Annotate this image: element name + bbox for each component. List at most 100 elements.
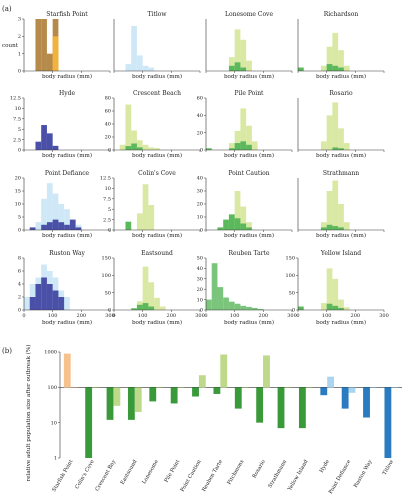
histogram-bar: [332, 32, 339, 71]
panel-title: Point Caution: [228, 170, 269, 177]
x-tick-label: 100: [322, 313, 332, 319]
y-tick-label: 0: [200, 228, 203, 234]
panel-title: Crescent Beach: [133, 90, 181, 97]
y-tick-label: 5: [18, 215, 21, 221]
histogram-bar: [326, 64, 333, 71]
histogram-bar: [234, 130, 241, 150]
histogram-bar: [52, 145, 59, 150]
histogram-bar: [125, 104, 132, 150]
population-bar: [391, 387, 399, 388]
histogram-bar: [52, 219, 59, 230]
population-bar: [277, 387, 285, 429]
category-label: Lonesome: [141, 459, 160, 485]
x-axis-label: body radius (mm): [132, 152, 182, 159]
histogram-bar: [136, 55, 143, 71]
histogram-bar: [148, 147, 155, 150]
y-tick-label: 1000: [44, 350, 57, 356]
population-bar: [305, 387, 313, 388]
y-tick-label: 0: [108, 148, 111, 154]
histogram-bar: [35, 284, 42, 310]
histogram-bar: [246, 306, 252, 310]
histogram-bar: [228, 143, 235, 150]
population-bar: [134, 387, 142, 413]
population-bar-chart: 1 10 100 1000 Starfish Point Colin's CoveCres…: [25, 345, 402, 495]
histogram-bar: [228, 148, 235, 150]
panel-title: Hyde: [59, 90, 75, 97]
histogram-bar: [206, 299, 212, 310]
y-tick-label: 0: [18, 228, 21, 234]
histogram-bar: [338, 299, 344, 310]
histogram-bar: [159, 306, 166, 310]
histogram-bar: [338, 128, 344, 150]
population-bar: [92, 387, 99, 388]
population-bar: [149, 387, 157, 402]
y-tick-label: 10: [105, 186, 111, 192]
histogram-bar: [326, 115, 333, 150]
histogram-bar: [217, 227, 224, 230]
histogram-panel: Strathmann body radius (mm): [297, 170, 385, 239]
category-label: Point Caution: [180, 458, 203, 493]
histogram-bar: [240, 223, 247, 230]
histogram-bar: [240, 39, 247, 71]
x-axis-label: body radius (mm): [132, 319, 182, 326]
histogram-bar: [338, 227, 344, 230]
category-label: Eastsound: [120, 458, 139, 485]
histogram-bar: [332, 226, 339, 230]
histogram-bar: [246, 144, 252, 150]
histogram-bar: [148, 282, 155, 310]
histogram-bar: [29, 297, 36, 310]
panel-title: Point Defiance: [45, 170, 90, 177]
y-tick-label: 0: [108, 308, 111, 314]
category-label: Reuben Tarte: [201, 459, 224, 493]
histogram-bar: [326, 46, 333, 71]
category-label: Pitchmons: [226, 459, 245, 486]
y-tick-label: 5: [108, 207, 111, 213]
histogram-bar: [338, 148, 344, 150]
histogram-bar: [58, 222, 65, 230]
histogram-bar: [211, 263, 218, 310]
population-bar: [70, 387, 78, 388]
x-axis-label: body radius (mm): [42, 232, 92, 239]
histogram-bar: [24, 297, 30, 310]
histogram-bar: [142, 144, 149, 150]
histogram-panel: Ruston Way 0 2 4 6 8 0 100 200 300 body radius (mm…: [18, 250, 115, 326]
population-bar: [85, 387, 93, 458]
population-bar: [156, 387, 164, 388]
histogram-bar: [154, 148, 160, 150]
x-axis-label: body radius (mm): [42, 319, 92, 326]
panel-title: Richardson: [324, 11, 359, 18]
histogram-bar: [64, 209, 70, 230]
histogram-panel: Titlow body radius (mm): [113, 11, 201, 80]
category-label: Starfish Point: [51, 458, 75, 493]
x-tick-label: 300: [287, 313, 297, 319]
population-bar: [213, 387, 221, 394]
histogram-bar: [41, 277, 47, 310]
y-tick-label: 4: [18, 282, 21, 288]
y-tick-label: 12.5: [10, 96, 21, 102]
histogram-bar: [35, 19, 42, 71]
x-tick-label: 100: [230, 313, 240, 319]
histogram-bar: [142, 184, 149, 230]
y-tick-label: 60: [105, 109, 111, 115]
histogram-bar: [125, 221, 132, 230]
histogram-bar: [136, 213, 143, 230]
histogram-bar: [228, 65, 235, 71]
y-tick-label: 50: [105, 290, 111, 296]
histogram-bar: [246, 222, 252, 230]
histogram-bar: [223, 297, 229, 310]
histogram-bar: [52, 36, 59, 71]
population-bar: [369, 387, 377, 388]
y-tick-label: 20: [197, 287, 203, 293]
panel-title: Ruston Way: [49, 250, 85, 257]
histogram-bar: [234, 62, 241, 71]
category-label: Titlow: [382, 459, 396, 477]
y-tick-label: 2: [18, 295, 21, 301]
histogram-bar: [326, 303, 333, 310]
population-bar: [341, 387, 349, 409]
y-tick-label: 1: [54, 456, 57, 462]
panel-title: Strathmann: [323, 170, 359, 177]
histogram-bar: [320, 222, 327, 230]
histogram-bar: [240, 108, 247, 150]
population-bar: [384, 387, 392, 458]
